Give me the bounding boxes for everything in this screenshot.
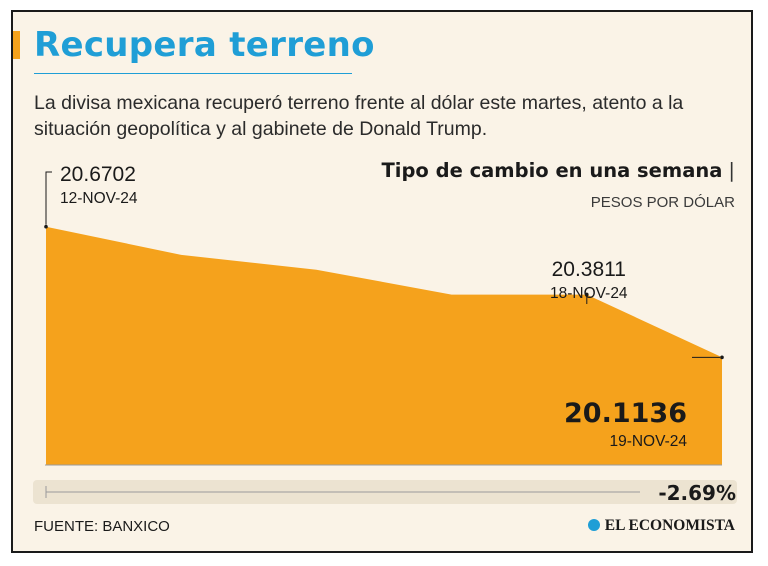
- value-label-4: 20.3811: [552, 258, 626, 281]
- page-title: Recupera terreno: [34, 25, 375, 65]
- title-underline: [34, 73, 352, 74]
- source-note: FUENTE: BANXICO: [34, 518, 170, 535]
- data-point-5: [720, 355, 724, 360]
- brand-logo: EL ECONOMISTA: [587, 517, 735, 535]
- brand-name: EL ECONOMISTA: [604, 517, 735, 534]
- value-label-5: 20.1136: [564, 398, 687, 429]
- date-label-5: 19-NOV-24: [609, 433, 687, 450]
- value-label-0: 20.6702: [60, 163, 136, 186]
- change-value: -2.69%: [658, 481, 736, 505]
- leader-line-0: [45, 171, 52, 225]
- brand-icon: [587, 519, 600, 531]
- chart-title: Tipo de cambio en una semana |: [381, 159, 735, 182]
- chart-title-text: Tipo de cambio en una semana: [381, 159, 723, 182]
- subtitle: La divisa mexicana recuperó terreno fren…: [34, 92, 684, 140]
- data-point-0: [44, 224, 48, 229]
- title-accent-bar: [13, 31, 20, 59]
- annotations: 20.6702 12-NOV-24 20.3811 18-NOV-24 20.1136 1…: [44, 163, 724, 450]
- date-label-0: 12-NOV-24: [60, 190, 138, 207]
- chart-title-divider: |: [728, 159, 735, 182]
- date-label-4: 18-NOV-24: [550, 285, 628, 302]
- exchange-rate-area: [46, 226, 722, 465]
- chart-units: PESOS POR DÓLAR: [590, 194, 735, 211]
